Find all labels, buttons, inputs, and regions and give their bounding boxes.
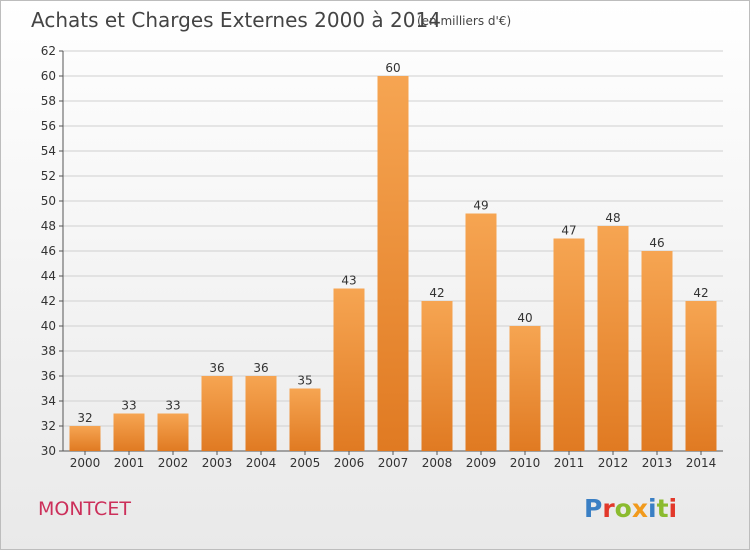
bar [641,251,673,451]
y-tick-label: 40 [41,319,56,333]
bar [245,376,277,451]
x-tick-label: 2008 [422,456,453,470]
y-tick-label: 56 [41,119,56,133]
y-tick-label: 32 [41,419,56,433]
x-tick-label: 2007 [378,456,409,470]
logo-letter: i [648,494,657,523]
x-tick-label: 2013 [642,456,673,470]
data-label: 47 [561,224,576,238]
bar [465,213,497,451]
x-tick-label: 2004 [246,456,277,470]
y-tick-label: 50 [41,194,56,208]
x-tick-label: 2000 [70,456,101,470]
logo-letter: i [669,494,678,523]
bar [377,76,409,451]
bar [421,301,453,451]
data-label: 48 [605,211,620,225]
x-tick-label: 2010 [510,456,541,470]
logo-letter: t [657,494,669,523]
x-tick-label: 2009 [466,456,497,470]
y-tick-label: 42 [41,294,56,308]
x-tick-label: 2014 [686,456,717,470]
logo-letter: P [584,494,602,523]
logo-letter: o [615,494,632,523]
data-label: 40 [517,311,532,325]
bar [69,426,101,451]
x-tick-label: 2003 [202,456,233,470]
y-tick-label: 60 [41,69,56,83]
data-label: 43 [341,274,356,288]
bar [157,413,189,451]
bar [289,388,321,451]
data-label: 36 [209,361,224,375]
commune-name: MONTCET [38,498,131,520]
chart-subtitle: (en milliers d'€) [417,14,511,28]
proxiti-logo: Proxiti [584,494,677,523]
logo-letter: r [602,494,615,523]
bar [113,413,145,451]
data-label: 42 [429,286,444,300]
y-tick-label: 30 [41,444,56,458]
data-label: 49 [473,199,488,213]
y-tick-label: 54 [41,144,56,158]
y-tick-label: 52 [41,169,56,183]
data-label: 33 [165,399,180,413]
data-label: 42 [693,286,708,300]
chart-title: Achats et Charges Externes 2000 à 2014 [31,8,441,32]
y-tick-label: 62 [41,44,56,58]
bar [509,326,541,451]
y-tick-label: 48 [41,219,56,233]
bar-layer: 32 33 33 36 36 35 43 60 42 49 40 47 48 46 42 [69,61,717,451]
data-label: 60 [385,61,400,75]
y-tick-label: 44 [41,269,56,283]
y-tick-label: 58 [41,94,56,108]
data-label: 33 [121,399,136,413]
y-tick-label: 36 [41,369,56,383]
bar [333,288,365,451]
data-label: 32 [77,411,92,425]
x-tick-label: 2002 [158,456,189,470]
y-tick-label: 46 [41,244,56,258]
y-tick-label: 38 [41,344,56,358]
y-tick-label: 34 [41,394,56,408]
data-label: 46 [649,236,664,250]
x-tick-label: 2005 [290,456,321,470]
data-label: 35 [297,374,312,388]
bar [553,238,585,451]
bar [597,226,629,451]
x-tick-label: 2006 [334,456,365,470]
bar [685,301,717,451]
x-tick-label: 2001 [114,456,145,470]
x-tick-label: 2012 [598,456,629,470]
data-label: 36 [253,361,268,375]
logo-letter: x [632,494,648,523]
bar [201,376,233,451]
x-tick-label: 2011 [554,456,585,470]
